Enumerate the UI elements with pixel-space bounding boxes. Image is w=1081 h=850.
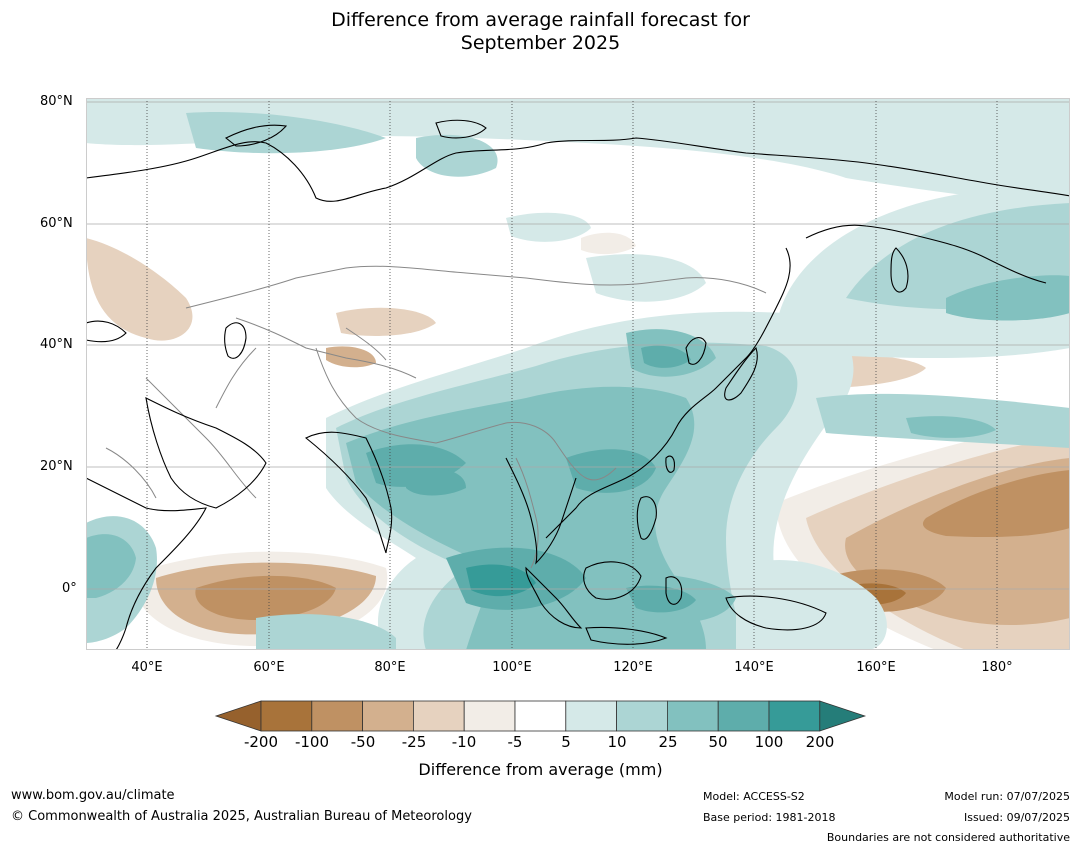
lon-label-80e: 80°E [374, 661, 405, 675]
lon-label-180: 180° [981, 661, 1012, 675]
legend-tick-label: -200 [244, 733, 278, 751]
lon-label-100e: 100°E [492, 661, 532, 675]
wet-zone-siberia [506, 213, 591, 242]
dry-zone-central-asia [326, 346, 376, 367]
legend-tick-label: -10 [452, 733, 477, 751]
issued-text: Issued: 09/07/2025 [964, 811, 1070, 825]
lon-label-120e: 120°E [613, 661, 653, 675]
lat-label-80n: 80°N [40, 95, 73, 109]
legend-swatch [566, 701, 617, 731]
legend-swatch [617, 701, 668, 731]
legend-title: Difference from average (mm) [0, 760, 1081, 780]
rainfall-map[interactable] [86, 98, 1070, 650]
legend-swatch-extend-high [820, 701, 865, 731]
legend-swatch [718, 701, 769, 731]
legend-tick-label: 50 [708, 733, 727, 751]
copyright-text: © Commonwealth of Australia 2025, Austra… [11, 809, 472, 825]
legend-swatch [413, 701, 464, 731]
website-link[interactable]: www.bom.gov.au/climate [11, 788, 175, 804]
dry-zone-central-asia [86, 238, 192, 341]
legend-swatch [515, 701, 566, 731]
legend-tick-label: -50 [351, 733, 376, 751]
lon-label-40e: 40°E [131, 661, 162, 675]
lat-label-0: 0° [62, 582, 77, 596]
wet-zone-arctic [416, 135, 498, 177]
legend-tick-label: -25 [402, 733, 427, 751]
legend-swatch [769, 701, 820, 731]
legend-colorbar [0, 699, 1081, 739]
base-period-text: Base period: 1981-2018 [703, 811, 835, 825]
legend-tick-label: 100 [755, 733, 784, 751]
legend-tick-label: -5 [508, 733, 523, 751]
title-line-1: Difference from average rainfall forecas… [0, 9, 1081, 32]
legend-swatch [464, 701, 515, 731]
disclaimer-text: Boundaries are not considered authoritat… [827, 831, 1070, 845]
model-text: Model: ACCESS-S2 [703, 790, 805, 804]
dry-zone-north-sea [581, 233, 636, 254]
legend-swatch [363, 701, 414, 731]
legend-tick-label: 5 [561, 733, 571, 751]
lat-label-20n: 20°N [40, 460, 73, 474]
map-canvas [86, 98, 1070, 650]
legend-tick-label: 200 [806, 733, 835, 751]
lon-label-140e: 140°E [734, 661, 774, 675]
legend-swatch [261, 701, 312, 731]
legend-swatch-extend-low [216, 701, 261, 731]
model-run-text: Model run: 07/07/2025 [944, 790, 1070, 804]
lon-label-60e: 60°E [253, 661, 284, 675]
legend-swatch [667, 701, 718, 731]
legend-tick-label: -100 [295, 733, 329, 751]
map-title: Difference from average rainfall forecas… [0, 9, 1081, 55]
legend-swatch [312, 701, 363, 731]
title-line-2: September 2025 [0, 32, 1081, 55]
lat-label-60n: 60°N [40, 217, 73, 231]
legend-tick-label: 10 [607, 733, 626, 751]
lat-label-40n: 40°N [40, 338, 73, 352]
lon-label-160e: 160°E [856, 661, 896, 675]
wet-zone-south-indian [256, 614, 396, 650]
legend-tick-label: 25 [658, 733, 677, 751]
